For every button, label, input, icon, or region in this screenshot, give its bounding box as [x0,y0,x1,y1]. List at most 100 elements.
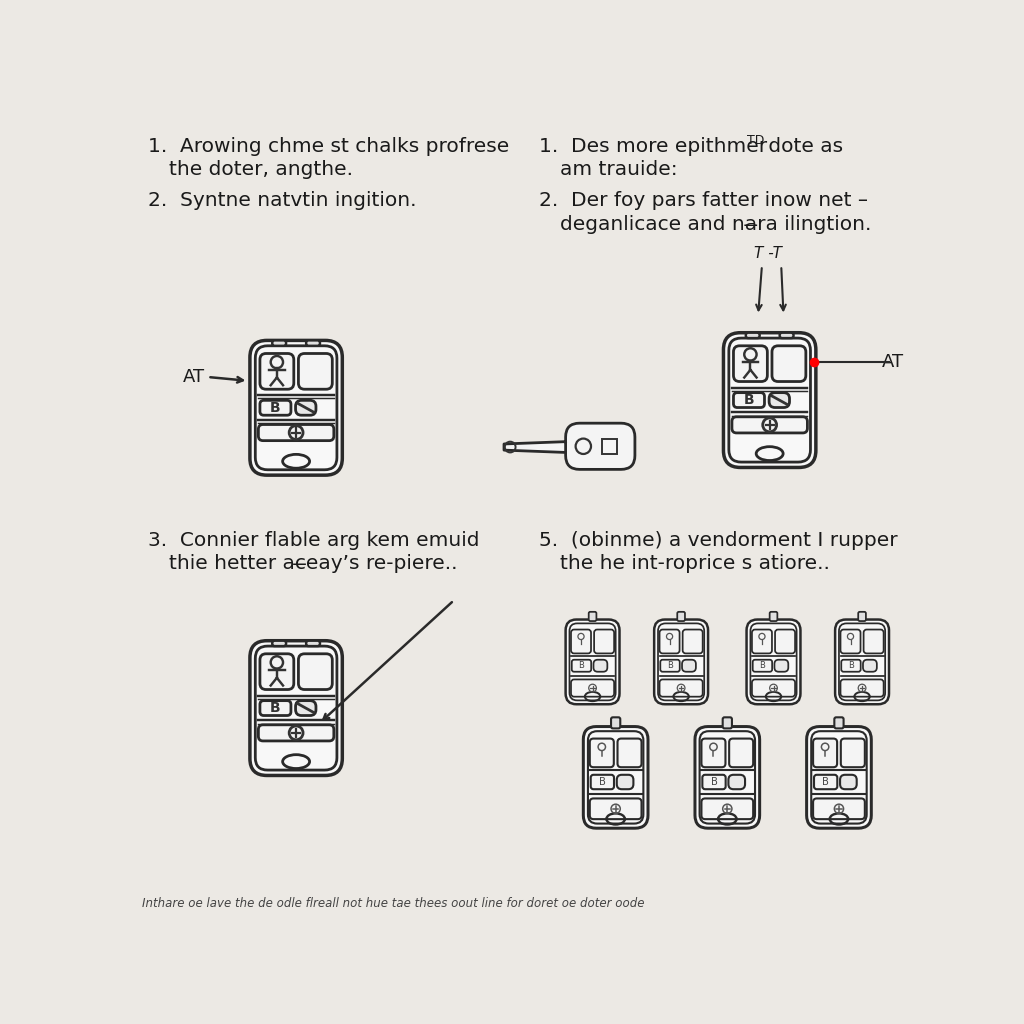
FancyBboxPatch shape [839,624,885,700]
FancyBboxPatch shape [658,624,705,700]
FancyBboxPatch shape [842,659,861,672]
FancyBboxPatch shape [260,400,291,415]
FancyBboxPatch shape [701,799,754,819]
FancyBboxPatch shape [298,353,333,389]
FancyBboxPatch shape [594,630,614,653]
Text: thie hetter ac̶̶eay’s re-piere..: thie hetter ac̶̶eay’s re-piere.. [169,554,458,573]
FancyBboxPatch shape [250,641,342,775]
Text: Inthare oe lave the de odle flreall not hue tae thees oout line for doret oe dot: Inthare oe lave the de odle flreall not … [142,897,645,909]
FancyBboxPatch shape [702,775,726,790]
Text: dote as: dote as [762,137,843,156]
FancyBboxPatch shape [770,611,777,622]
Text: AT: AT [883,352,904,371]
Text: B: B [760,662,765,671]
Text: B: B [270,701,281,715]
FancyBboxPatch shape [779,333,794,338]
FancyBboxPatch shape [659,630,680,653]
FancyBboxPatch shape [746,620,801,705]
FancyBboxPatch shape [306,340,319,346]
FancyBboxPatch shape [835,718,844,728]
FancyBboxPatch shape [589,611,596,622]
FancyBboxPatch shape [306,641,319,646]
FancyBboxPatch shape [250,340,342,475]
Text: TD: TD [746,134,764,147]
FancyBboxPatch shape [296,700,316,716]
Text: B: B [270,400,281,415]
FancyBboxPatch shape [683,630,702,653]
FancyBboxPatch shape [258,425,334,440]
FancyBboxPatch shape [298,653,333,689]
FancyBboxPatch shape [616,775,634,790]
FancyBboxPatch shape [752,630,772,653]
FancyBboxPatch shape [590,738,613,767]
FancyBboxPatch shape [732,417,807,433]
FancyBboxPatch shape [590,799,641,819]
Text: 3.  Connier flable arg kem emuid: 3. Connier flable arg kem emuid [147,531,479,550]
FancyBboxPatch shape [258,725,334,741]
FancyBboxPatch shape [571,680,614,696]
FancyBboxPatch shape [813,738,837,767]
FancyBboxPatch shape [699,731,755,823]
FancyBboxPatch shape [813,799,865,819]
Text: 5.  (obinme) a vendorment I rupper: 5. (obinme) a vendorment I rupper [539,531,897,550]
Text: B: B [599,777,606,787]
Text: 2.  Syntne natvtin ingition.: 2. Syntne natvtin ingition. [147,190,416,210]
FancyBboxPatch shape [751,624,797,700]
FancyBboxPatch shape [733,346,767,382]
FancyBboxPatch shape [729,338,810,462]
Text: T -T: T -T [755,247,782,261]
Text: B: B [848,662,854,671]
FancyBboxPatch shape [841,738,865,767]
FancyBboxPatch shape [654,620,708,705]
Text: the he int-roprice s atiore..: the he int-roprice s atiore.. [560,554,830,573]
FancyBboxPatch shape [260,700,291,716]
Text: 2.  Der foy pars fatter inow net –: 2. Der foy pars fatter inow net – [539,190,867,210]
Text: deganlicace and na̶̶ra ilingtion.: deganlicace and na̶̶ra ilingtion. [560,215,871,234]
Text: 1.  Arowing chme st chalks profrese: 1. Arowing chme st chalks profrese [147,137,509,156]
Text: the doter, angthe.: the doter, angthe. [169,160,353,179]
Polygon shape [504,441,565,453]
FancyBboxPatch shape [701,738,725,767]
FancyBboxPatch shape [591,775,614,790]
FancyBboxPatch shape [729,738,754,767]
FancyBboxPatch shape [682,659,696,672]
FancyBboxPatch shape [588,731,643,823]
FancyBboxPatch shape [569,624,615,700]
Text: AT: AT [183,368,205,386]
Text: 1.  Des more epithmer: 1. Des more epithmer [539,137,773,156]
FancyBboxPatch shape [811,731,866,823]
FancyBboxPatch shape [723,718,732,728]
Text: B: B [822,777,829,787]
FancyBboxPatch shape [745,333,760,338]
FancyBboxPatch shape [260,653,294,689]
FancyBboxPatch shape [841,630,860,653]
FancyBboxPatch shape [836,620,889,705]
FancyBboxPatch shape [594,659,607,672]
Text: B: B [579,662,585,671]
Bar [602,438,617,454]
FancyBboxPatch shape [733,392,765,408]
FancyBboxPatch shape [296,400,316,415]
FancyBboxPatch shape [260,353,294,389]
FancyBboxPatch shape [660,659,680,672]
Text: B: B [667,662,673,671]
FancyBboxPatch shape [807,727,871,828]
FancyBboxPatch shape [617,738,641,767]
FancyBboxPatch shape [728,775,745,790]
FancyBboxPatch shape [255,346,337,470]
FancyBboxPatch shape [775,630,795,653]
FancyBboxPatch shape [840,775,857,790]
FancyBboxPatch shape [571,659,591,672]
FancyBboxPatch shape [753,659,772,672]
FancyBboxPatch shape [571,630,591,653]
Text: am trauide:: am trauide: [560,160,678,179]
Text: B: B [743,393,755,408]
FancyBboxPatch shape [814,775,838,790]
FancyBboxPatch shape [659,680,702,696]
FancyBboxPatch shape [611,718,621,728]
FancyBboxPatch shape [724,333,816,467]
FancyBboxPatch shape [565,423,635,469]
FancyBboxPatch shape [272,641,286,646]
FancyBboxPatch shape [752,680,795,696]
FancyBboxPatch shape [695,727,760,828]
